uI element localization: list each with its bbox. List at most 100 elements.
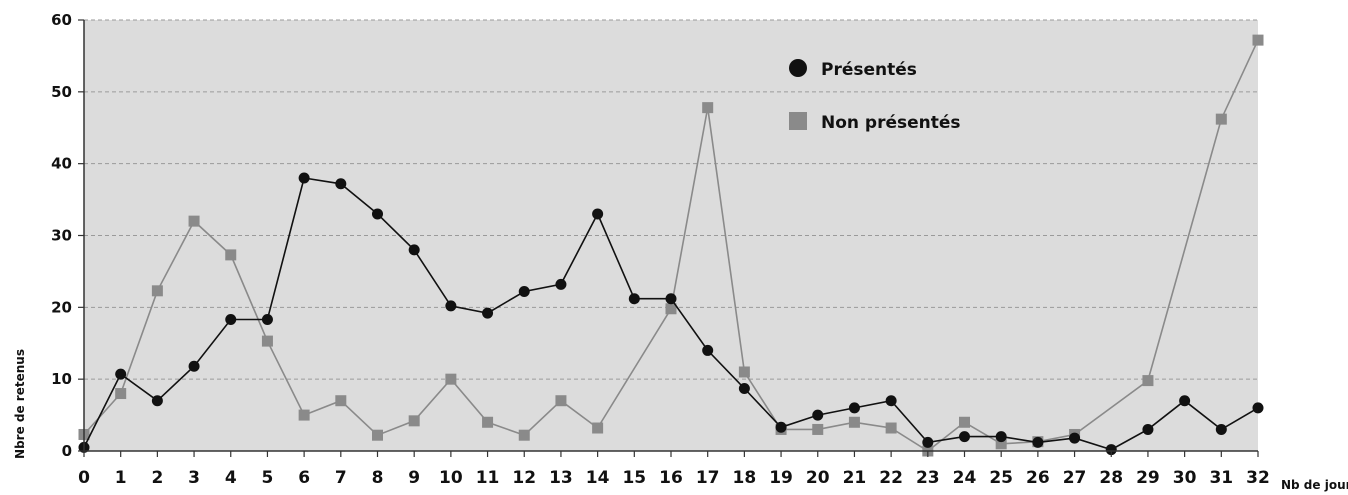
data-point-presentes: [555, 278, 567, 290]
data-point-non-presentes: [408, 415, 420, 427]
x-tick-label: 16: [659, 468, 683, 488]
data-point-presentes: [812, 409, 824, 421]
data-point-presentes: [1032, 436, 1044, 448]
series-presentes: [78, 172, 1264, 456]
data-point-non-presentes: [1252, 34, 1264, 46]
data-point-presentes: [1179, 395, 1191, 407]
x-tick-label: 25: [989, 468, 1013, 488]
data-point-non-presentes: [665, 303, 677, 315]
y-tick-label: 20: [51, 298, 72, 316]
x-tick-label: 15: [622, 468, 646, 488]
x-tick-label: 31: [1209, 468, 1233, 488]
y-tick-label: 0: [62, 442, 72, 460]
x-tick-label: 1: [115, 468, 127, 488]
x-tick-label: 32: [1246, 468, 1270, 488]
x-tick-label: 21: [843, 468, 867, 488]
x-tick-label: 13: [549, 468, 573, 488]
data-point-non-presentes: [555, 395, 567, 407]
legend-marker-non-presentes: [789, 112, 807, 130]
data-point-presentes: [665, 293, 677, 305]
data-point-non-presentes: [702, 102, 714, 114]
x-tick-label: 28: [1099, 468, 1123, 488]
data-point-presentes: [922, 436, 934, 448]
data-point-presentes: [482, 307, 494, 319]
series-layer: [78, 34, 1264, 457]
data-point-non-presentes: [188, 215, 200, 227]
x-tick-label: 9: [408, 468, 420, 488]
x-tick-label: 27: [1063, 468, 1087, 488]
x-tick-label: 22: [879, 468, 903, 488]
y-tick-label: 50: [51, 83, 72, 101]
data-point-non-presentes: [738, 366, 750, 378]
x-tick-label: 10: [439, 468, 463, 488]
x-tick-label: 4: [225, 468, 237, 488]
x-tick-labels: 0 1 2 3 4 5 6 7 8 9 10 11 12 13 14 15 16 17 18 19 20 21 22 23 24…: [78, 451, 1270, 488]
data-point-presentes: [261, 314, 273, 326]
data-point-presentes: [298, 172, 310, 184]
data-point-non-presentes: [592, 422, 604, 434]
y-tick-label: 30: [51, 227, 72, 245]
x-tick-label: 17: [696, 468, 720, 488]
data-point-presentes: [518, 286, 530, 298]
data-point-non-presentes: [151, 285, 163, 297]
data-point-non-presentes: [298, 409, 310, 421]
x-tick-label: 2: [151, 468, 163, 488]
plot-background: [84, 20, 1258, 451]
data-point-non-presentes: [812, 423, 824, 435]
data-point-non-presentes: [115, 388, 127, 400]
data-point-presentes: [628, 293, 640, 305]
data-point-presentes: [188, 360, 200, 372]
data-point-non-presentes: [959, 416, 970, 428]
data-point-presentes: [959, 431, 970, 443]
data-point-non-presentes: [885, 422, 897, 434]
y-tick-label: 60: [51, 11, 72, 29]
data-point-presentes: [592, 208, 604, 220]
data-point-presentes: [775, 421, 787, 433]
data-point-non-presentes: [518, 429, 530, 441]
data-point-presentes: [151, 395, 163, 407]
data-point-presentes: [738, 383, 750, 395]
x-tick-label: 23: [916, 468, 940, 488]
y-tick-label: 40: [51, 155, 72, 173]
legend: Présentés Non présentés: [789, 59, 961, 133]
legend-marker-presentes: [789, 59, 807, 77]
data-point-presentes: [408, 244, 420, 256]
data-point-presentes: [1069, 432, 1081, 444]
data-point-presentes: [1252, 402, 1264, 414]
data-point-presentes: [115, 368, 127, 380]
x-tick-label: 29: [1136, 468, 1160, 488]
data-point-non-presentes: [848, 416, 860, 428]
data-point-non-presentes: [1142, 375, 1154, 387]
data-point-non-presentes: [372, 429, 383, 441]
x-tick-label: 20: [806, 468, 830, 488]
data-point-presentes: [702, 344, 714, 356]
x-tick-label: 18: [733, 468, 757, 488]
data-point-non-presentes: [261, 335, 273, 347]
data-point-presentes: [885, 395, 897, 407]
y-tick-labels: 0 10 20 30 40 50 60: [51, 11, 84, 460]
x-tick-label: 19: [769, 468, 793, 488]
x-tick-label: 30: [1173, 468, 1197, 488]
x-tick-label: 0: [78, 468, 90, 488]
y-tick-label: 10: [51, 370, 72, 388]
x-tick-label: 14: [586, 468, 610, 488]
y-axis-label: Nbre de retenus: [13, 349, 27, 459]
x-axis-label: Nb de jours: [1281, 478, 1348, 492]
x-tick-label: 26: [1026, 468, 1050, 488]
x-tick-label: 3: [188, 468, 200, 488]
data-point-presentes: [848, 402, 860, 414]
x-tick-label: 24: [953, 468, 977, 488]
data-point-presentes: [225, 314, 237, 326]
data-point-non-presentes: [225, 249, 237, 261]
data-point-non-presentes: [335, 395, 347, 407]
data-point-presentes: [335, 178, 347, 190]
x-tick-label: 6: [298, 468, 310, 488]
x-tick-label: 8: [372, 468, 384, 488]
data-point-presentes: [995, 431, 1007, 443]
data-point-presentes: [445, 300, 457, 312]
data-point-non-presentes: [995, 438, 1007, 450]
data-point-non-presentes: [1215, 113, 1227, 125]
series-line: [83, 39, 1259, 452]
x-tick-label: 7: [335, 468, 347, 488]
data-point-presentes: [1215, 423, 1227, 435]
